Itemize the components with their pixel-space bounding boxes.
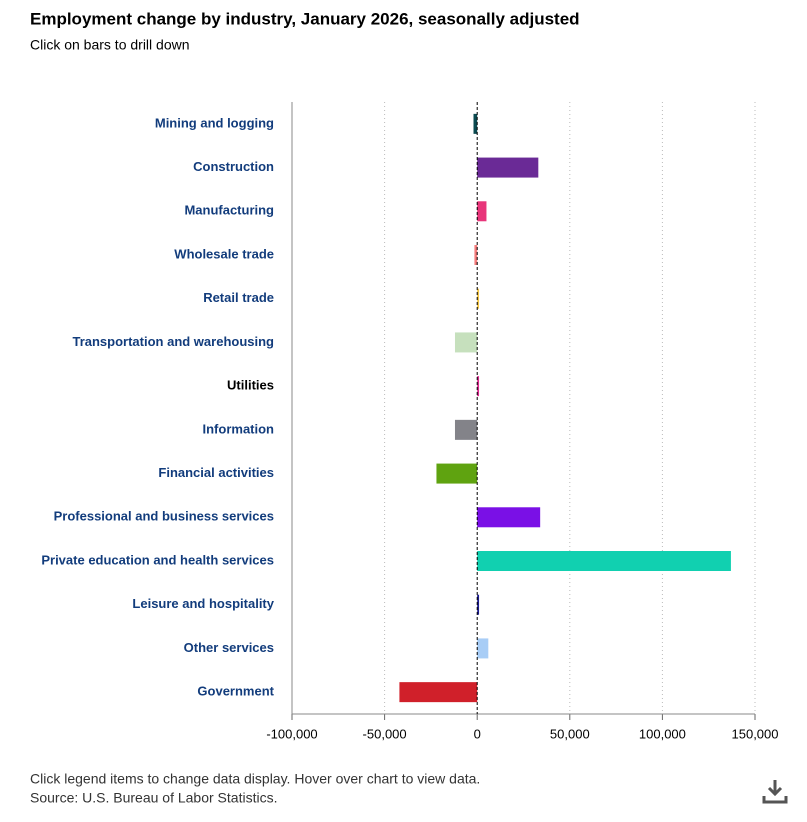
category-label[interactable]: Government [197,684,274,699]
bar[interactable] [477,157,539,178]
category-label[interactable]: Professional and business services [54,509,274,524]
category-label[interactable]: Construction [193,159,274,174]
x-tick-label: -100,000 [266,726,317,741]
chart-subtitle: Click on bars to drill down [30,37,190,53]
bar[interactable] [454,419,478,440]
x-tick-label: -50,000 [363,726,407,741]
bar[interactable] [474,245,478,265]
bar[interactable] [477,376,480,397]
bar[interactable] [399,682,478,703]
category-label[interactable]: Information [203,421,275,436]
category-label[interactable]: Wholesale trade [174,246,274,261]
footnote: Click legend items to change data displa… [30,771,480,787]
category-label[interactable]: Leisure and hospitality [132,596,274,611]
category-label[interactable]: Manufacturing [184,203,274,218]
category-label: Utilities [227,378,274,393]
bar[interactable] [473,113,478,134]
category-label[interactable]: Private education and health services [41,552,274,567]
x-tick-label: 150,000 [732,726,779,741]
category-label[interactable]: Other services [184,640,274,655]
x-tick-label: 50,000 [550,726,590,741]
category-label[interactable]: Financial activities [158,465,274,480]
download-button[interactable] [762,778,788,804]
bar[interactable] [477,201,487,222]
bar[interactable] [477,507,541,528]
bar[interactable] [477,638,489,659]
source: Source: U.S. Bureau of Labor Statistics. [30,790,277,806]
bar[interactable] [436,463,478,484]
category-label[interactable]: Retail trade [203,290,274,305]
category-label[interactable]: Mining and logging [155,115,274,130]
bar[interactable] [477,288,480,309]
x-tick-label: 0 [474,726,481,741]
bar[interactable] [477,594,480,615]
download-icon[interactable] [762,780,788,804]
category-label[interactable]: Transportation and warehousing [72,334,274,349]
bar[interactable] [454,332,478,353]
bar[interactable] [477,551,731,571]
chart-title: Employment change by industry, January 2… [30,9,580,28]
x-tick-label: 100,000 [639,726,686,741]
